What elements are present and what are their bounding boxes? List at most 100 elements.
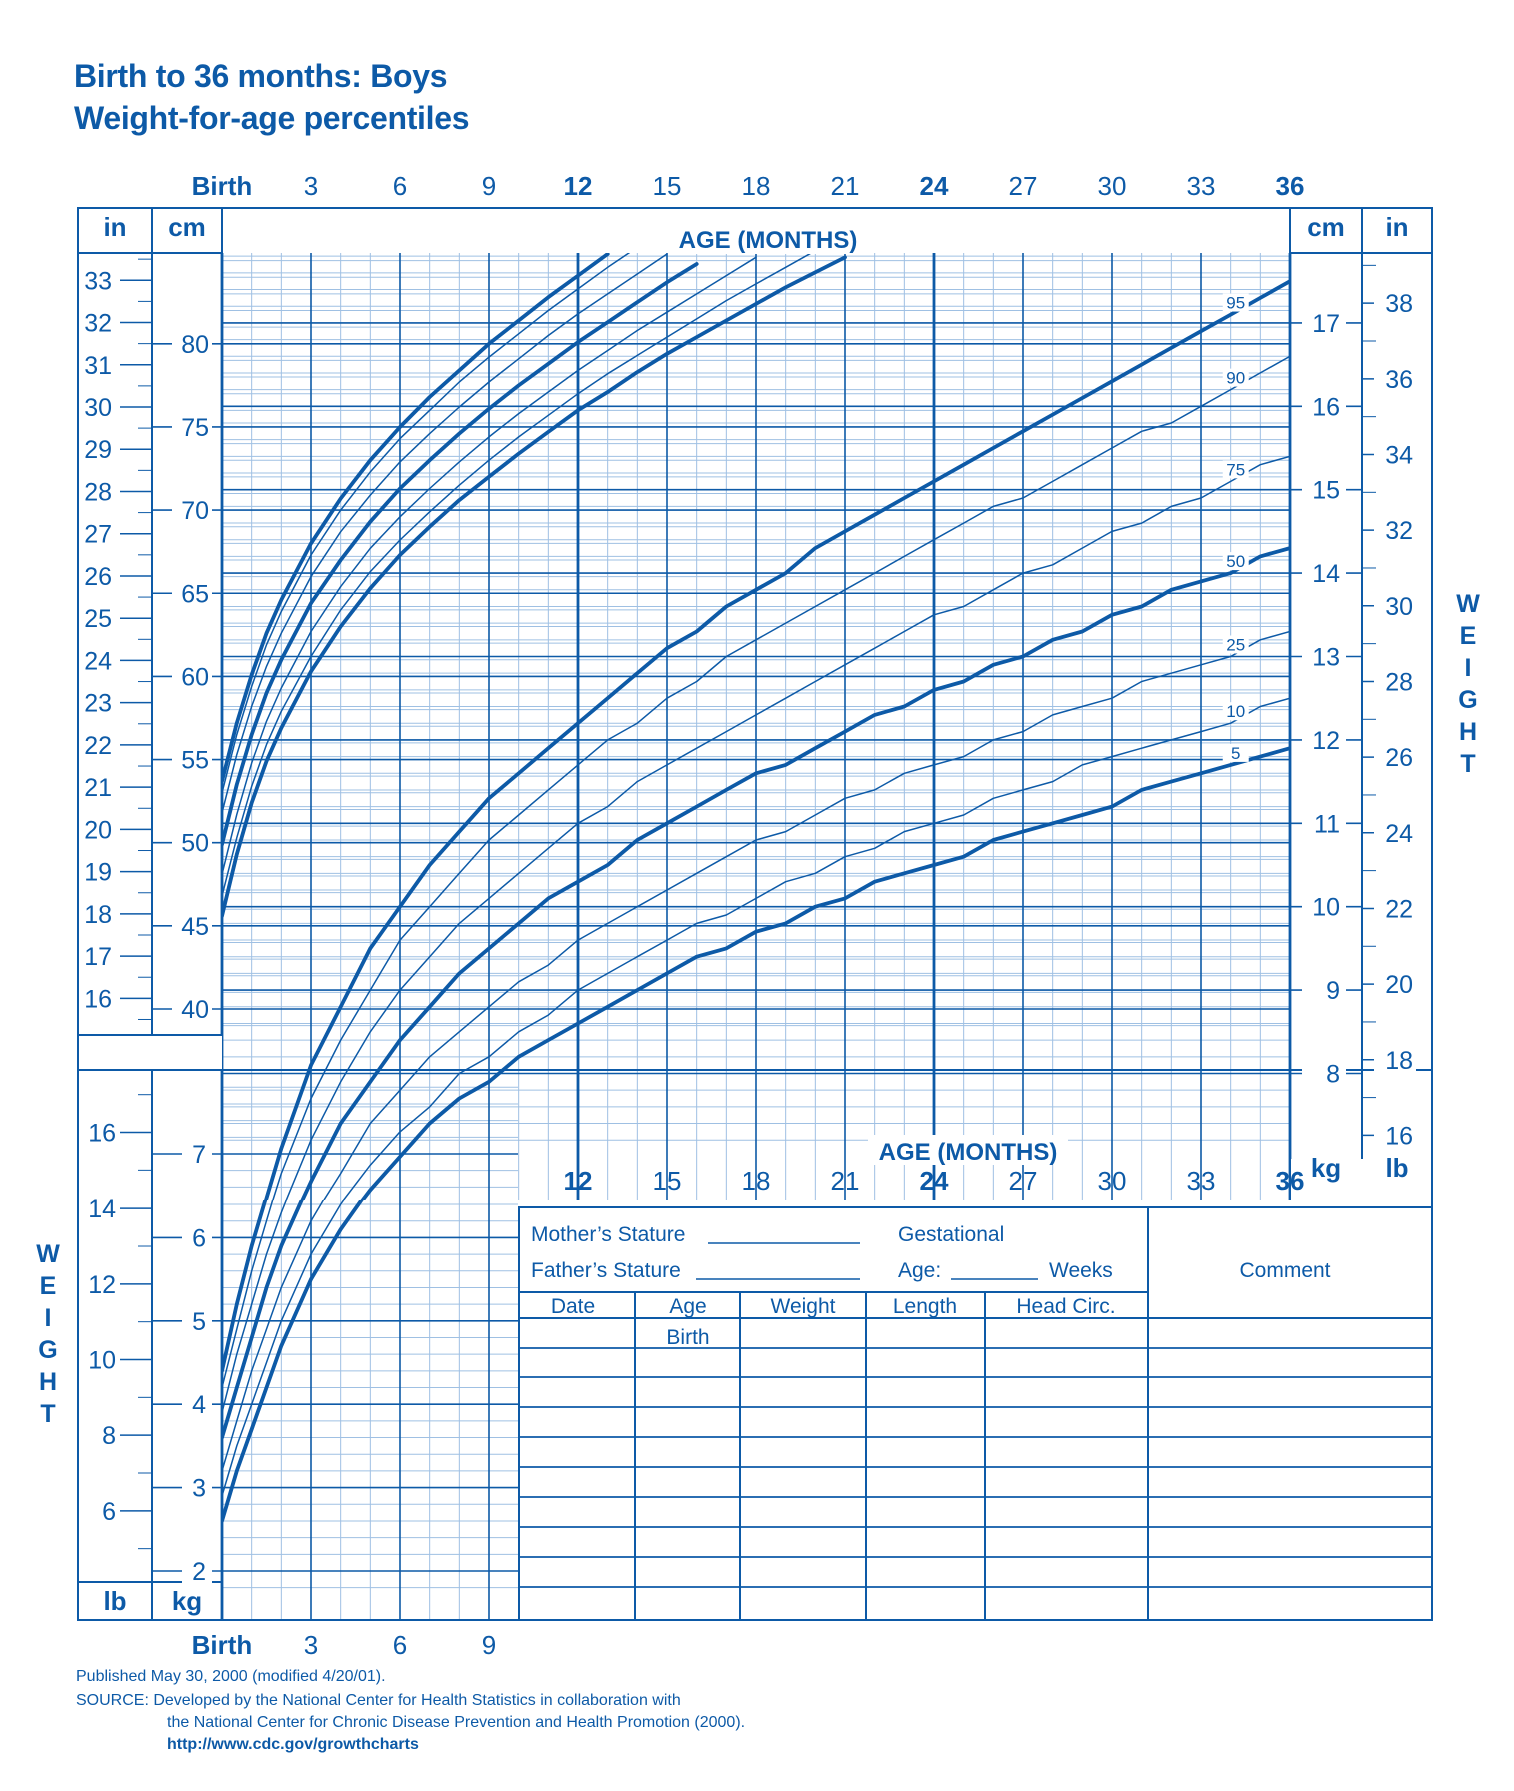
x-tick-top-21: 21 bbox=[831, 171, 860, 201]
lb-tick-label-right: 38 bbox=[1385, 290, 1413, 318]
percentile-label-10: 10 bbox=[1226, 702, 1245, 721]
lb-tick-label-right: 20 bbox=[1385, 971, 1413, 999]
tick-bg bbox=[1302, 559, 1346, 588]
cm-tick-label: 50 bbox=[181, 830, 209, 858]
tick-bg bbox=[1302, 976, 1346, 1005]
tick-bg bbox=[82, 818, 116, 841]
weight-curve-25 bbox=[323, 630, 1290, 1200]
lb-tick-label-right: 18 bbox=[1385, 1047, 1413, 1075]
cm-unit-label-left: cm bbox=[168, 212, 206, 242]
percentile-curve-10 bbox=[222, 253, 813, 897]
weight-curve-95 bbox=[264, 279, 1290, 1200]
x-tick-mid-36: 36 bbox=[1276, 1166, 1305, 1196]
kg-unit-label-right: kg bbox=[1311, 1153, 1341, 1183]
tick-bg bbox=[1374, 895, 1416, 922]
table-col-header: Head Circ. bbox=[1016, 1295, 1115, 1318]
x-tick-top-27: 27 bbox=[1009, 171, 1038, 201]
tick-bg bbox=[182, 1390, 212, 1419]
weight-letter-left: I bbox=[45, 1304, 52, 1332]
age-months-label-top: AGE (MONTHS) bbox=[679, 227, 858, 254]
gestational-label: Gestational bbox=[898, 1223, 1004, 1246]
tick-bg bbox=[1374, 441, 1416, 468]
x-tick-mid-24: 24 bbox=[920, 1166, 949, 1196]
tick-bg bbox=[172, 496, 212, 525]
x-tick-top-18: 18 bbox=[742, 171, 771, 201]
cm-tick-label: 55 bbox=[181, 747, 209, 775]
x-tick-top-24: 24 bbox=[920, 171, 949, 201]
tick-bg bbox=[172, 662, 212, 691]
in-tick-label: 23 bbox=[84, 690, 112, 718]
weight-curve-lower-5 bbox=[222, 1200, 364, 1523]
tick-bg bbox=[82, 564, 116, 587]
tick-bg bbox=[82, 860, 116, 883]
birth-row-age: Birth bbox=[666, 1326, 709, 1349]
tick-bg bbox=[82, 691, 116, 714]
percentile-label-bg bbox=[1222, 702, 1249, 721]
tick-bg bbox=[82, 395, 116, 418]
percentile-curve-95 bbox=[222, 253, 610, 784]
tick-bg bbox=[1374, 1046, 1416, 1073]
weight-curve-75 bbox=[285, 455, 1290, 1200]
tick-bg bbox=[1302, 1059, 1346, 1088]
weight-letter-left: H bbox=[39, 1368, 57, 1396]
x-tick-top-36: 36 bbox=[1276, 171, 1305, 201]
panel-gap bbox=[79, 1035, 222, 1069]
percentile-curve-90 bbox=[222, 253, 631, 794]
in-unit-label-left: in bbox=[103, 212, 126, 242]
in-tick-label: 19 bbox=[84, 859, 112, 887]
tick-bg bbox=[82, 607, 116, 630]
tick-bg bbox=[82, 438, 116, 461]
x-tick-bottom-3: 3 bbox=[304, 1630, 318, 1660]
tick-bg bbox=[82, 522, 116, 545]
lb-tick-label-right: 26 bbox=[1385, 744, 1413, 772]
lb-tick-label-right: 28 bbox=[1385, 668, 1413, 696]
in-tick-label: 32 bbox=[84, 310, 112, 338]
source-url-link[interactable]: http://www.cdc.gov/growthcharts bbox=[167, 1736, 419, 1753]
tick-bg bbox=[86, 1347, 120, 1372]
kg-tick-label-right: 16 bbox=[1312, 393, 1340, 421]
tick-bg bbox=[182, 1140, 212, 1168]
percentile-curve-50 bbox=[222, 262, 699, 847]
tick-bg bbox=[1374, 592, 1416, 619]
tick-bg bbox=[86, 1423, 120, 1448]
lb-tick-label: 16 bbox=[88, 1120, 116, 1148]
kg-tick-label: 7 bbox=[192, 1141, 206, 1169]
tick-bg bbox=[82, 311, 116, 334]
tick-bg bbox=[1374, 365, 1416, 392]
x-tick-mid-12: 12 bbox=[564, 1166, 593, 1196]
tick-bg bbox=[1374, 819, 1416, 846]
tick-bg bbox=[172, 911, 212, 940]
tick-bg bbox=[82, 945, 116, 968]
kg-tick-label-right: 15 bbox=[1312, 477, 1340, 505]
lb-tick-label: 8 bbox=[102, 1422, 116, 1450]
age-label-bg bbox=[668, 224, 868, 254]
percentile-label-bg bbox=[1222, 743, 1249, 762]
x-tick-mid-15: 15 bbox=[653, 1166, 682, 1196]
tick-bg bbox=[86, 1498, 120, 1523]
weight-letter-right: E bbox=[1460, 622, 1477, 650]
in-tick-label: 22 bbox=[84, 732, 112, 760]
tick-bg bbox=[182, 1473, 212, 1502]
kg-tick-label-right: 14 bbox=[1312, 560, 1340, 588]
weight-curve-lower-95 bbox=[222, 1200, 268, 1373]
in-tick-label: 29 bbox=[84, 436, 112, 464]
tick-bg bbox=[82, 733, 116, 756]
percentile-label-95: 95 bbox=[1226, 294, 1245, 313]
x-tick-top-12: 12 bbox=[564, 171, 593, 201]
tick-bg bbox=[182, 1557, 212, 1585]
x-tick-top-30: 30 bbox=[1098, 171, 1127, 201]
in-tick-label: 30 bbox=[84, 394, 112, 422]
tick-bg bbox=[82, 649, 116, 672]
cm-tick-label: 60 bbox=[181, 663, 209, 691]
tick-bg bbox=[172, 412, 212, 441]
weight-curve-lower-90 bbox=[222, 1200, 274, 1389]
in-tick-label: 20 bbox=[84, 816, 112, 844]
kg-tick-label-right: 11 bbox=[1314, 810, 1340, 838]
in-tick-label: 24 bbox=[84, 647, 112, 675]
percentile-curve-25 bbox=[222, 256, 757, 876]
source-note: SOURCE: Developed by the National Center… bbox=[76, 1692, 681, 1709]
weight-letter-right: T bbox=[1460, 750, 1475, 778]
x-tick-mid-30: 30 bbox=[1098, 1166, 1127, 1196]
kg-tick-label: 3 bbox=[192, 1475, 206, 1503]
